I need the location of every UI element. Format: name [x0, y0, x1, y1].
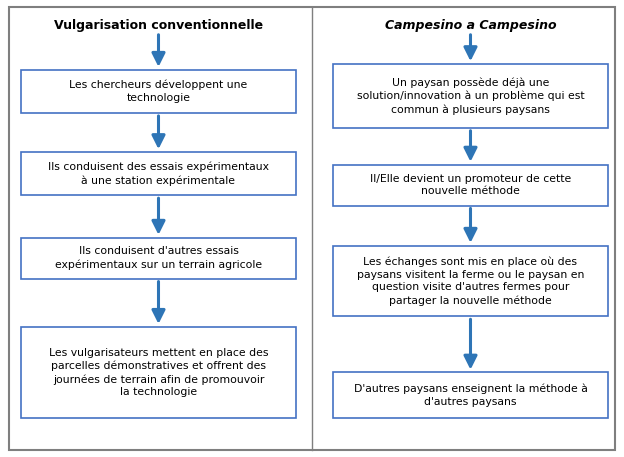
Text: Campesino a Campesino: Campesino a Campesino [384, 19, 557, 32]
Bar [21, 152, 296, 196]
Bar [333, 246, 608, 316]
Bar [21, 327, 296, 418]
Text: Vulgarisation conventionnelle: Vulgarisation conventionnelle [54, 19, 263, 32]
Text: Les vulgarisateurs mettent en place des
parcelles démonstratives et offrent des
: Les vulgarisateurs mettent en place des … [49, 348, 268, 397]
Text: Les chercheurs développent une
technologie: Les chercheurs développent une technolog… [69, 80, 248, 103]
Bar [333, 372, 608, 418]
Bar [333, 165, 608, 206]
Text: D'autres paysans enseignent la méthode à
d'autres paysans: D'autres paysans enseignent la méthode à… [354, 384, 587, 407]
Text: Un paysan possède déjà une
solution/innovation à un problème qui est
commun à pl: Un paysan possède déjà une solution/inno… [357, 77, 584, 115]
Text: Ils conduisent des essais expérimentaux
à une station expérimentale: Ils conduisent des essais expérimentaux … [48, 162, 269, 186]
Bar [21, 238, 296, 279]
Bar [333, 64, 608, 128]
Text: Il/Elle devient un promoteur de cette
nouvelle méthode: Il/Elle devient un promoteur de cette no… [370, 174, 571, 197]
Bar [21, 69, 296, 113]
Text: Les échanges sont mis en place où des
paysans visitent la ferme ou le paysan en
: Les échanges sont mis en place où des pa… [357, 256, 584, 306]
Text: Ils conduisent d'autres essais
expérimentaux sur un terrain agricole: Ils conduisent d'autres essais expérimen… [55, 246, 262, 270]
